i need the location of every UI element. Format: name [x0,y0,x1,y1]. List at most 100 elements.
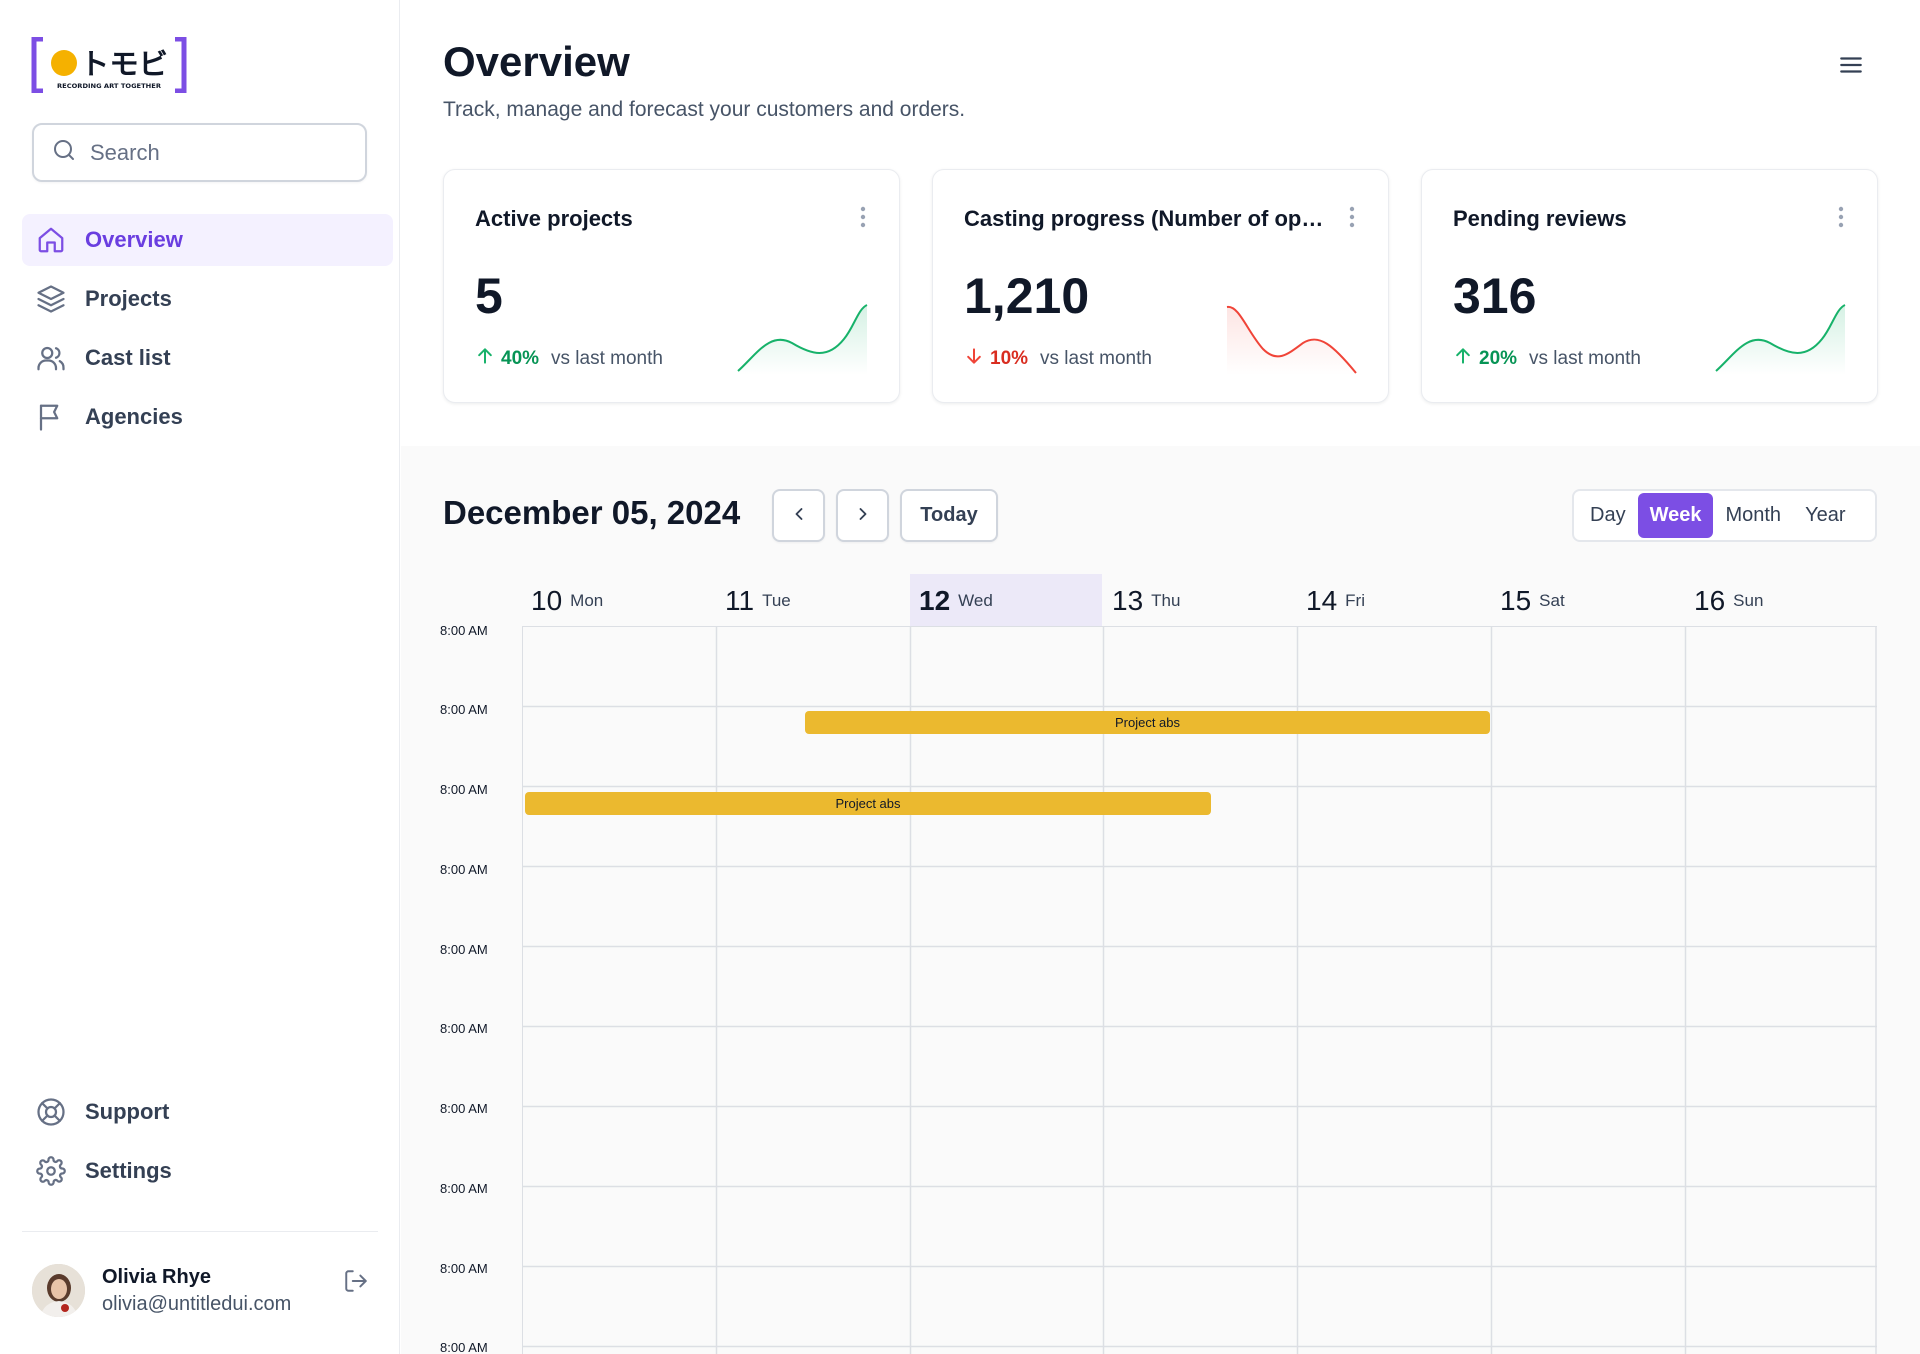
metric-title: Pending reviews [1453,206,1627,231]
sidebar-item-settings[interactable]: Settings [22,1145,393,1197]
avatar[interactable] [32,1264,85,1317]
sidebar-item-label: Cast list [85,345,171,370]
svg-text:RECORDING ART TOGETHER: RECORDING ART TOGETHER [57,82,161,90]
next-week-button[interactable] [836,489,889,542]
sidebar-item-overview[interactable]: Overview [22,214,393,266]
day-number: 11 [725,584,755,616]
metric-title: Active projects [475,206,633,231]
chevron-right-icon [853,504,873,527]
day-number: 16 [1694,584,1726,616]
sidebar-item-label: Agencies [85,404,183,429]
calendar-event[interactable]: Project abs [525,792,1211,815]
day-name: Fri [1345,590,1365,610]
metric-delta: 20% vs last month [1453,346,1641,372]
metric-value: 316 [1453,268,1537,324]
time-slot-label: 8:00 AM [440,702,488,717]
calendar-panel [401,446,1920,1354]
sidebar-item-label: Projects [85,286,172,311]
user-name: Olivia Rhye [102,1266,211,1288]
metric-delta-label: vs last month [1529,348,1641,369]
search-icon [52,138,76,167]
time-slot-label: 8:00 AM [440,1101,488,1116]
more-options-icon[interactable] [1342,202,1362,232]
day-header-mon[interactable]: 10 Mon [522,574,715,627]
day-header-sat[interactable]: 15 Sat [1491,574,1684,627]
home-icon [36,225,66,255]
prev-week-button[interactable] [772,489,825,542]
time-slot-label: 8:00 AM [440,1261,488,1276]
view-month[interactable]: Month [1725,504,1782,526]
sidebar-nav: Overview Projects Cast list Agencies [22,214,393,450]
sidebar-item-projects[interactable]: Projects [22,273,393,325]
metric-title: Casting progress (Number of open roles) [964,206,1324,231]
user-profile: Olivia Rhye olivia@untitledui.com [32,1263,372,1319]
view-year[interactable]: Year [1805,504,1846,526]
calendar-date: December 05, 2024 [443,494,741,531]
view-day[interactable]: Day [1590,504,1626,526]
metric-card-active-projects: Active projects 5 40% vs last month [443,169,900,403]
day-header-tue[interactable]: 11 Tue [716,574,909,627]
page-title: Overview [443,38,630,85]
metric-delta: 40% vs last month [475,346,663,372]
more-options-icon[interactable] [853,202,873,232]
day-number: 14 [1306,584,1338,616]
time-slot-label: 8:00 AM [440,623,488,638]
metric-delta-value: 20% [1479,348,1518,369]
sidebar-item-label: Settings [85,1158,172,1183]
day-name: Thu [1151,590,1181,610]
view-week[interactable]: Week [1637,493,1714,538]
time-slot-label: 8:00 AM [440,942,488,957]
time-slot-label: 8:00 AM [440,862,488,877]
layers-icon [36,284,66,314]
day-name: Sat [1539,590,1565,610]
calendar-grid[interactable] [522,626,1877,1354]
time-slot-label: 8:00 AM [440,1021,488,1036]
metric-delta: 10% vs last month [964,346,1152,372]
sparkline-chart [737,304,868,375]
lifebuoy-icon [36,1097,66,1127]
day-number: 12 [919,584,951,616]
sidebar-divider [22,1231,378,1232]
calendar-view-toggle: Day Week Month Year [1572,489,1877,542]
time-slot-label: 8:00 AM [440,782,488,797]
sparkline-chart [1226,306,1357,375]
day-number: 15 [1500,584,1532,616]
day-name: Tue [762,590,791,610]
day-header-fri[interactable]: 14 Fri [1297,574,1490,627]
arrow-up-icon [475,346,495,372]
chevron-left-icon [789,504,809,527]
hamburger-menu-icon[interactable] [1836,50,1866,80]
metric-card-pending-reviews: Pending reviews 316 20% vs last month [1421,169,1878,403]
sidebar-item-label: Overview [85,227,183,252]
search-input[interactable] [90,139,340,166]
arrow-up-icon [1453,346,1473,372]
sidebar-item-agencies[interactable]: Agencies [22,391,393,443]
sidebar-item-support[interactable]: Support [22,1086,393,1138]
sparkline-chart [1715,304,1846,375]
sidebar: トモビ RECORDING ART TOGETHER Overview Proj… [0,0,400,1354]
arrow-down-icon [964,346,984,372]
metric-delta-label: vs last month [1040,348,1152,369]
metric-delta-value: 10% [990,348,1029,369]
day-name: Mon [570,590,604,610]
svg-text:トモビ: トモビ [80,47,168,81]
day-header-wed[interactable]: 12 Wed [910,574,1102,627]
more-options-icon[interactable] [1831,202,1851,232]
sidebar-item-label: Support [85,1099,170,1124]
user-email: olivia@untitledui.com [102,1293,292,1315]
day-header-thu[interactable]: 13 Thu [1103,574,1296,627]
metric-delta-label: vs last month [551,348,663,369]
metric-value: 1,210 [964,268,1090,324]
metric-value: 5 [475,268,503,324]
brand-logo[interactable]: トモビ RECORDING ART TOGETHER [31,36,187,94]
metric-delta-value: 40% [501,348,540,369]
calendar-grid-lines [522,626,1877,1354]
day-name: Sun [1733,590,1764,610]
calendar-event[interactable]: Project abs [805,711,1490,734]
day-header-sun[interactable]: 16 Sun [1685,574,1877,627]
sidebar-item-cast-list[interactable]: Cast list [22,332,393,384]
today-button[interactable]: Today [900,489,998,542]
logout-icon[interactable] [340,1265,372,1297]
search-box[interactable] [32,123,367,182]
time-slot-label: 8:00 AM [440,1181,488,1196]
